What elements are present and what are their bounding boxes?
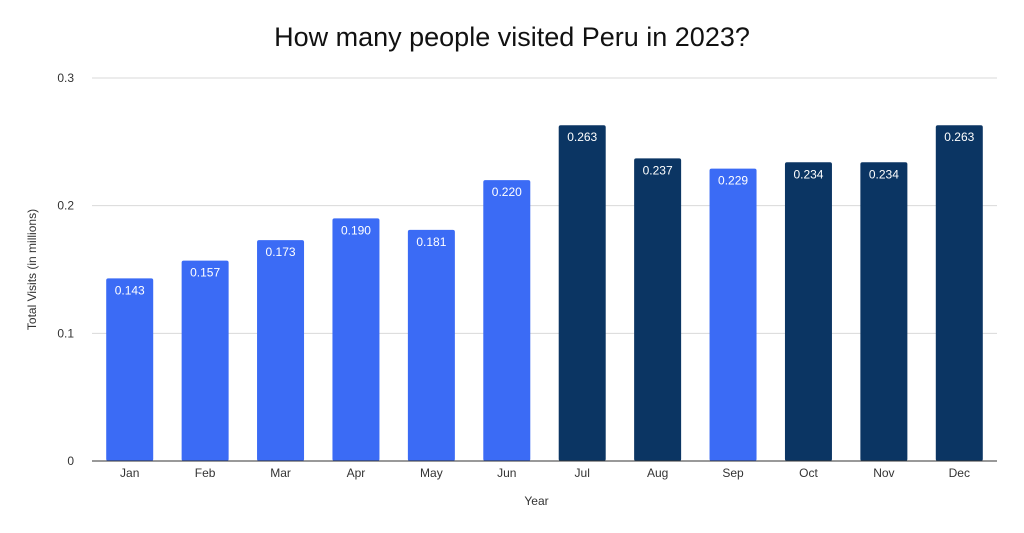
- bar-jun: [483, 180, 531, 461]
- bar-mar: [257, 240, 305, 461]
- bar-may: [407, 229, 455, 461]
- y-tick-label: 0.3: [57, 71, 74, 85]
- bar-sep: [709, 168, 757, 462]
- data-label: 0.237: [643, 163, 673, 177]
- y-axis-ticks: 0 0.1 0.2 0.3: [57, 71, 74, 468]
- y-axis-label: Total Visits (in millions): [25, 209, 39, 330]
- x-axis-label: Year: [524, 494, 548, 508]
- x-tick-label: Sep: [722, 466, 744, 480]
- data-label: 0.220: [492, 185, 522, 199]
- x-tick-label: Jun: [497, 466, 516, 480]
- bars: 0.143 0.157 0.173 0.190 0.181 0.220 0.263 0.237…: [106, 125, 983, 462]
- data-label: 0.234: [793, 167, 823, 181]
- bar-jan: [106, 278, 154, 461]
- x-tick-label: Apr: [347, 466, 366, 480]
- data-label: 0.229: [718, 174, 748, 188]
- y-tick-label: 0.2: [57, 199, 74, 213]
- x-tick-label: Jul: [575, 466, 590, 480]
- data-label: 0.190: [341, 223, 371, 237]
- data-label: 0.263: [944, 130, 974, 144]
- x-tick-label: Feb: [195, 466, 216, 480]
- y-tick-label: 0: [67, 454, 74, 468]
- bar-oct: [784, 162, 832, 461]
- data-label: 0.157: [190, 266, 220, 280]
- bar-dec: [935, 125, 983, 461]
- chart-title: How many people visited Peru in 2023?: [274, 22, 750, 52]
- bar-feb: [181, 260, 229, 461]
- gridlines: [92, 77, 997, 334]
- bar-jul: [558, 125, 606, 461]
- x-tick-label: Oct: [799, 466, 818, 480]
- data-label: 0.263: [567, 130, 597, 144]
- bar-nov: [860, 162, 908, 461]
- x-axis-ticks: Jan Feb Mar Apr May Jun Jul Aug Sep Oct Nov Dec: [120, 466, 970, 480]
- x-tick-label: Jan: [120, 466, 139, 480]
- x-tick-label: Nov: [873, 466, 894, 480]
- x-tick-label: Mar: [270, 466, 291, 480]
- x-tick-label: May: [420, 466, 443, 480]
- data-label: 0.234: [869, 167, 899, 181]
- x-tick-label: Aug: [647, 466, 668, 480]
- data-label: 0.181: [416, 235, 446, 249]
- bar-aug: [634, 158, 682, 461]
- data-label: 0.143: [115, 283, 145, 297]
- data-label: 0.173: [266, 245, 296, 259]
- x-tick-label: Dec: [949, 466, 970, 480]
- y-tick-label: 0.1: [57, 326, 74, 340]
- bar-apr: [332, 218, 380, 461]
